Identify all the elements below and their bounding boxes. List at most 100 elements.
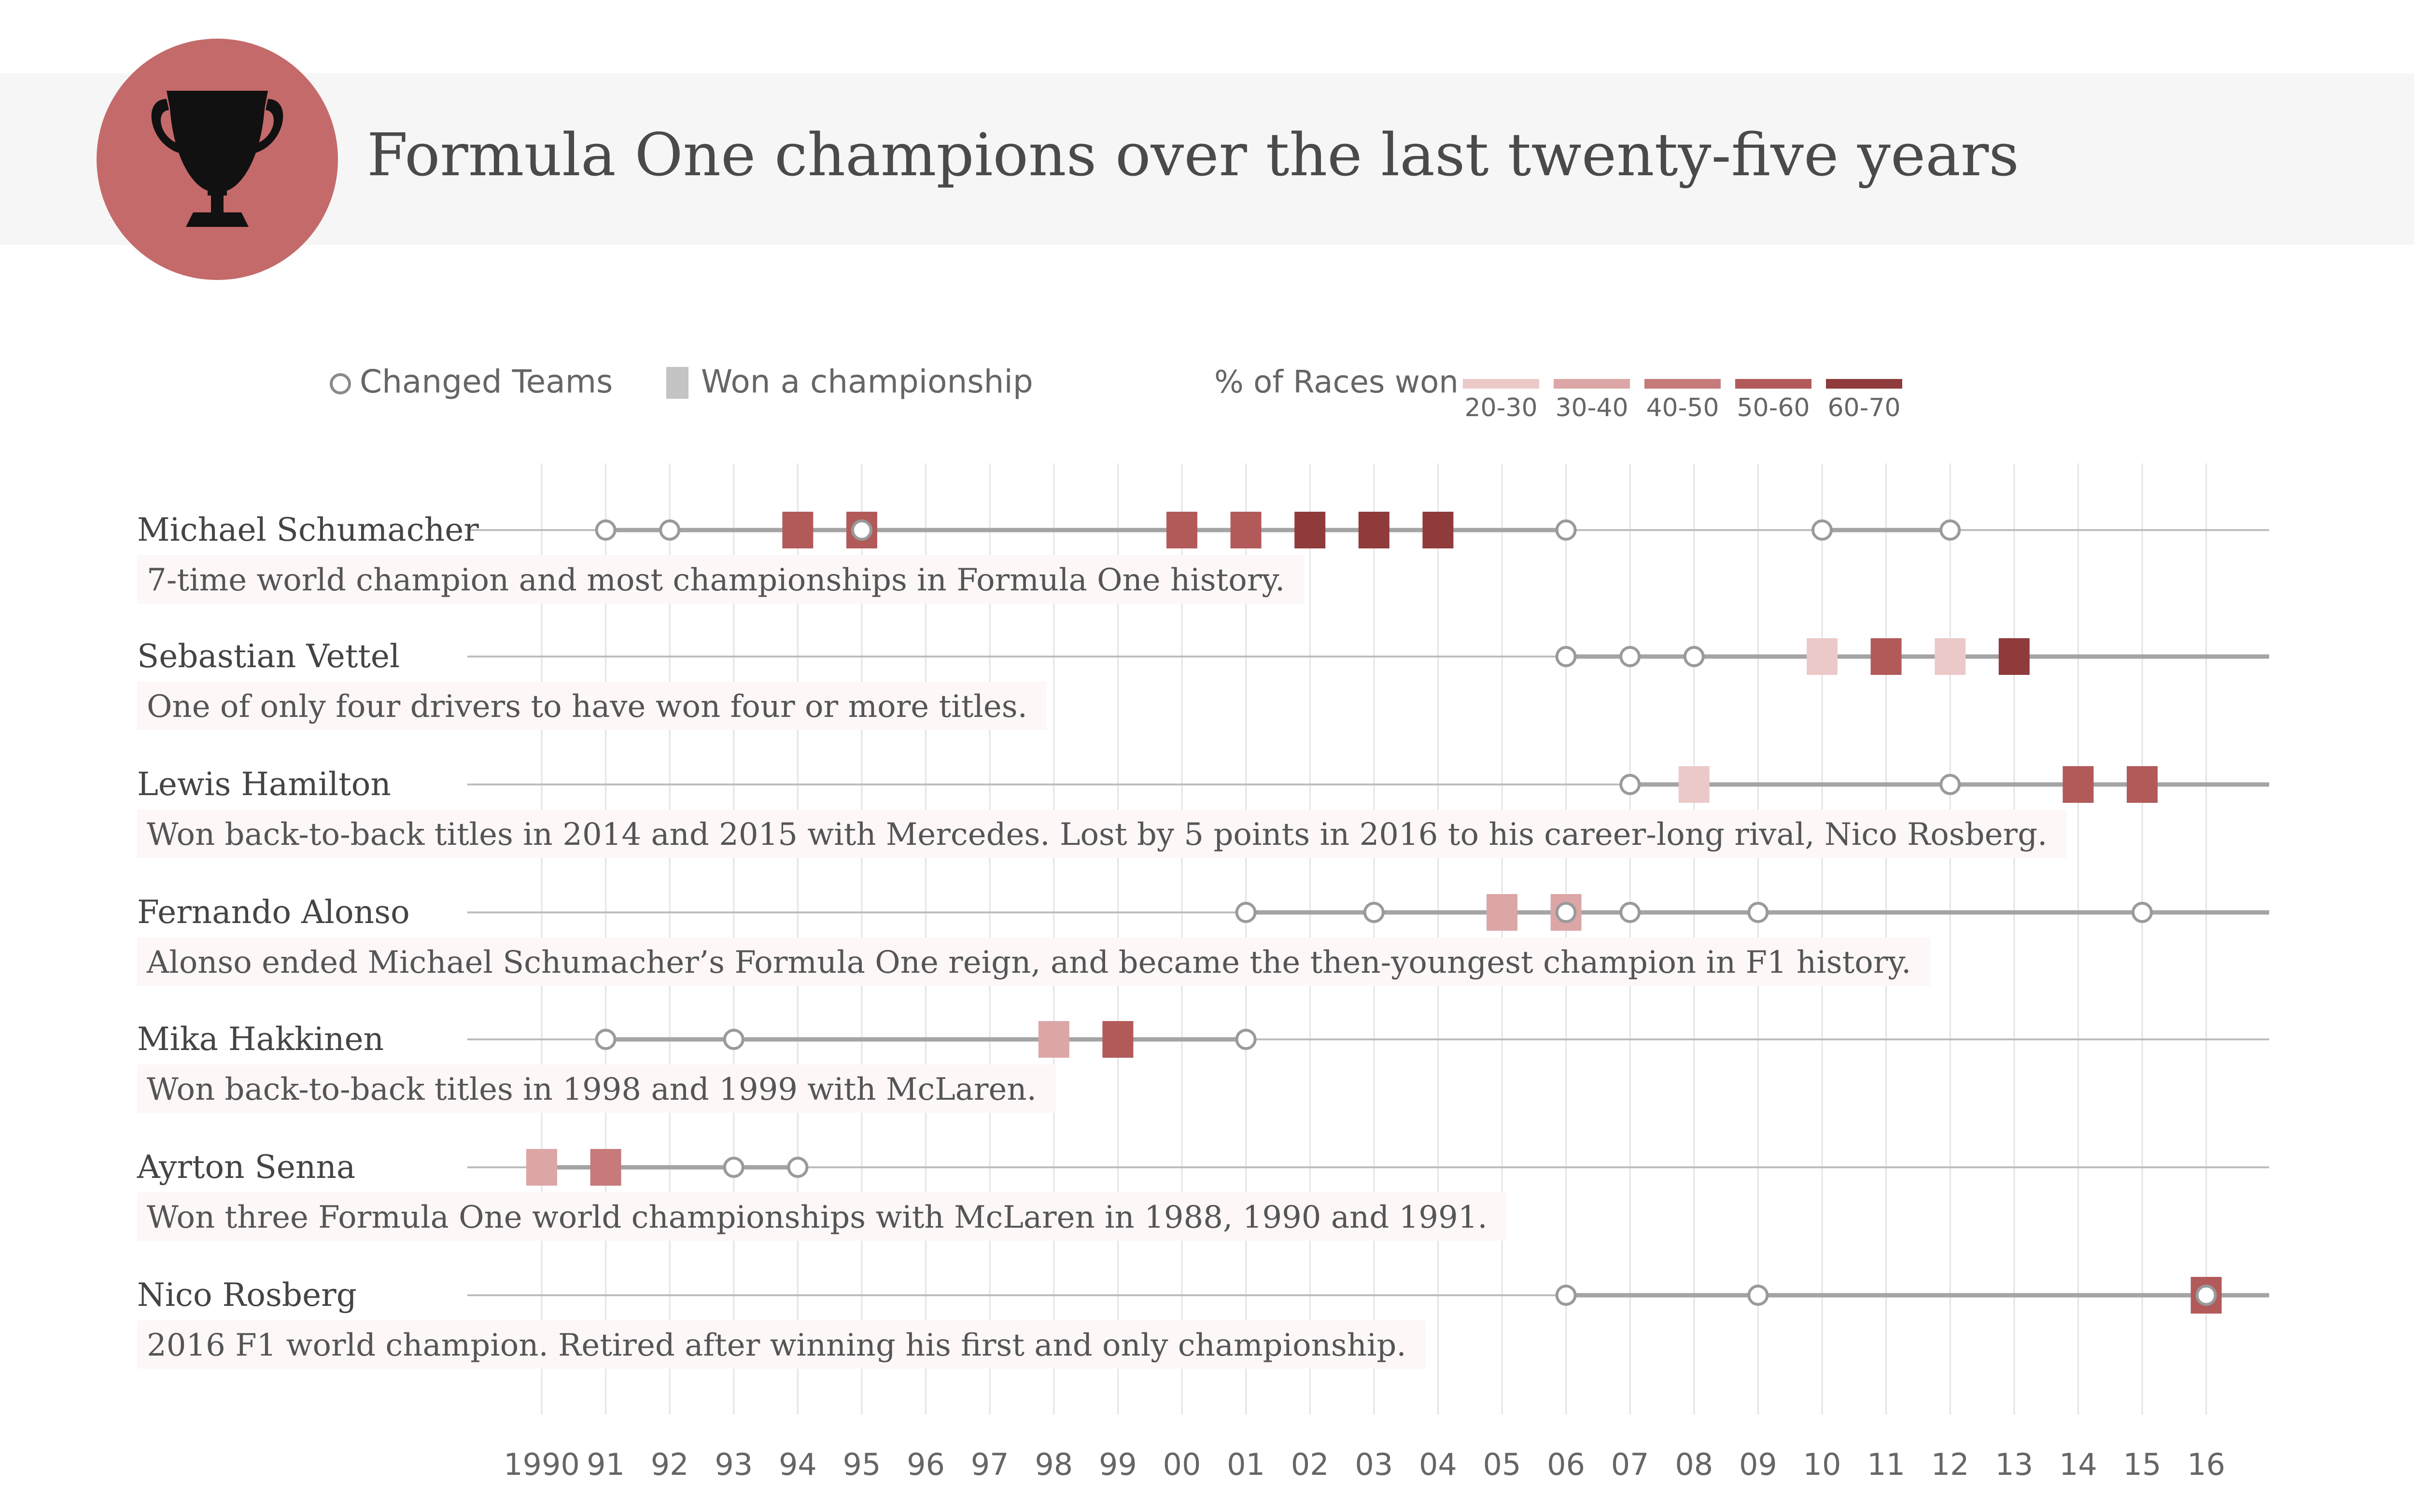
legend-pct-label: % of Races won bbox=[1214, 364, 1459, 400]
x-tick-label: 97 bbox=[971, 1447, 1009, 1482]
championship-marker-1994 bbox=[782, 512, 814, 548]
team-change-marker-1994 bbox=[787, 1157, 809, 1178]
x-tick-label: 07 bbox=[1611, 1447, 1649, 1482]
x-tick-label: 15 bbox=[2123, 1447, 2161, 1482]
team-change-marker-1995 bbox=[851, 519, 872, 541]
driver-name: Ayrton Senna bbox=[137, 1148, 355, 1186]
header-band bbox=[0, 73, 2414, 245]
team-change-marker-1991 bbox=[595, 519, 617, 541]
description-background bbox=[137, 1320, 1426, 1369]
driver-name: Nico Rosberg bbox=[137, 1276, 357, 1314]
driver-description: One of only four drivers to have won fou… bbox=[147, 689, 1027, 725]
x-tick-label: 10 bbox=[1803, 1447, 1841, 1482]
legend-bin-swatch-40-50 bbox=[1644, 379, 1721, 389]
driver-name: Michael Schumacher bbox=[137, 511, 479, 548]
team-change-marker-2007 bbox=[1619, 646, 1641, 667]
legend-changed-teams-marker bbox=[330, 373, 351, 394]
x-tick-label: 09 bbox=[1739, 1447, 1777, 1482]
team-change-marker-1993 bbox=[723, 1157, 744, 1178]
driver-row: Alonso ended Michael Schumacher’s Formul… bbox=[137, 894, 2269, 986]
championship-marker-2010 bbox=[1807, 638, 1838, 675]
driver-description: 7-time world champion and most champions… bbox=[147, 562, 1285, 598]
description-background bbox=[137, 555, 1305, 603]
x-tick-label: 06 bbox=[1547, 1447, 1585, 1482]
x-tick-label: 02 bbox=[1291, 1447, 1329, 1482]
championship-marker-2012 bbox=[1935, 638, 1966, 675]
legend-bin-swatch-60-70 bbox=[1826, 379, 1902, 389]
x-tick-label: 92 bbox=[651, 1447, 689, 1482]
x-tick-label: 93 bbox=[715, 1447, 753, 1482]
team-change-marker-2007 bbox=[1619, 902, 1641, 923]
legend-bin-label-20-30: 20-30 bbox=[1464, 393, 1537, 422]
x-tick-label: 11 bbox=[1867, 1447, 1905, 1482]
championship-marker-2011 bbox=[1870, 638, 1902, 675]
driver-description: Alonso ended Michael Schumacher’s Formul… bbox=[146, 945, 1911, 980]
driver-row: 2016 F1 world champion. Retired after wi… bbox=[137, 1276, 2269, 1369]
team-change-marker-2016 bbox=[2195, 1285, 2217, 1306]
championship-marker-1998 bbox=[1038, 1021, 1069, 1058]
team-change-marker-1993 bbox=[723, 1029, 744, 1050]
legend-bins: 20-30 30-40 40-50 50-60 60-70 bbox=[1463, 379, 1902, 422]
championship-marker-2004 bbox=[1422, 512, 1454, 548]
legend: Changed Teams Won a championship % of Ra… bbox=[330, 363, 1902, 422]
x-tick-label: 95 bbox=[843, 1447, 881, 1482]
driver-description: Won back-to-back titles in 1998 and 1999… bbox=[147, 1072, 1037, 1107]
championship-marker-2003 bbox=[1358, 512, 1389, 548]
x-tick-label: 91 bbox=[587, 1447, 625, 1482]
legend-championship-marker bbox=[666, 367, 688, 399]
team-change-marker-2007 bbox=[1619, 774, 1641, 795]
championship-marker-1999 bbox=[1102, 1021, 1134, 1058]
x-tick-label: 03 bbox=[1355, 1447, 1393, 1482]
driver-name: Fernando Alonso bbox=[137, 894, 410, 931]
x-tick-label: 96 bbox=[907, 1447, 945, 1482]
championship-marker-2014 bbox=[2063, 766, 2094, 803]
x-tick-label: 99 bbox=[1099, 1447, 1137, 1482]
x-tick-label: 08 bbox=[1675, 1447, 1713, 1482]
x-tick-label: 13 bbox=[1995, 1447, 2033, 1482]
x-tick-label: 04 bbox=[1419, 1447, 1457, 1482]
description-background bbox=[137, 938, 1931, 986]
championship-marker-2013 bbox=[1998, 638, 2030, 675]
championship-marker-1990 bbox=[526, 1149, 557, 1186]
legend-bin-swatch-30-40 bbox=[1554, 379, 1630, 389]
description-background bbox=[137, 1064, 1056, 1113]
x-tick-label: 98 bbox=[1035, 1447, 1073, 1482]
team-change-marker-2001 bbox=[1235, 902, 1257, 923]
x-tick-label: 12 bbox=[1931, 1447, 1969, 1482]
team-change-marker-2001 bbox=[1235, 1029, 1257, 1050]
driver-row: One of only four drivers to have won fou… bbox=[137, 638, 2269, 730]
team-change-marker-2006 bbox=[1555, 1285, 1577, 1306]
team-change-marker-1991 bbox=[595, 1029, 617, 1050]
team-change-marker-2015 bbox=[2132, 902, 2153, 923]
team-change-marker-2009 bbox=[1747, 1285, 1769, 1306]
team-change-marker-2006 bbox=[1555, 646, 1577, 667]
driver-description: 2016 F1 world champion. Retired after wi… bbox=[147, 1328, 1406, 1363]
x-axis: 1990 91 92 93 94 95 96 97 98 99 00 01 02 03 04 05 06 07 08… bbox=[504, 1447, 2225, 1482]
description-background bbox=[137, 810, 2067, 858]
championship-marker-2008 bbox=[1678, 766, 1710, 803]
x-tick-label: 94 bbox=[779, 1447, 817, 1482]
x-tick-label: 14 bbox=[2059, 1447, 2097, 1482]
legend-bin-swatch-50-60 bbox=[1735, 379, 1811, 389]
team-change-marker-1992 bbox=[659, 519, 681, 541]
x-tick-label: 00 bbox=[1163, 1447, 1201, 1482]
championship-marker-2005 bbox=[1487, 894, 1517, 931]
driver-row: Won three Formula One world championship… bbox=[137, 1148, 2269, 1241]
championship-marker-1991 bbox=[590, 1149, 621, 1186]
driver-name: Lewis Hamilton bbox=[137, 766, 391, 803]
driver-description: Won three Formula One world championship… bbox=[147, 1200, 1488, 1235]
team-change-marker-2006 bbox=[1555, 519, 1577, 541]
legend-bin-swatch-20-30 bbox=[1463, 379, 1539, 389]
driver-description: Won back-to-back titles in 2014 and 2015… bbox=[147, 817, 2047, 853]
x-tick-label: 01 bbox=[1227, 1447, 1265, 1482]
legend-championship-label: Won a championship bbox=[701, 363, 1033, 400]
year-gridlines bbox=[541, 463, 2207, 1414]
championship-marker-2015 bbox=[2127, 766, 2158, 803]
legend-bin-label-60-70: 60-70 bbox=[1827, 393, 1900, 422]
championship-marker-2002 bbox=[1294, 512, 1326, 548]
driver-name: Mika Hakkinen bbox=[137, 1021, 384, 1058]
description-background bbox=[137, 682, 1047, 730]
driver-row: Won back-to-back titles in 1998 and 1999… bbox=[137, 1021, 2269, 1113]
championship-marker-2001 bbox=[1230, 512, 1262, 548]
team-change-marker-2010 bbox=[1811, 519, 1833, 541]
